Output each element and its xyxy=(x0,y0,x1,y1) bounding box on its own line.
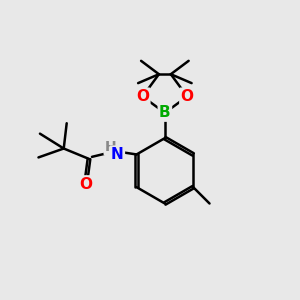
Text: O: O xyxy=(136,89,149,104)
Text: N: N xyxy=(111,147,124,162)
Text: H: H xyxy=(105,140,116,154)
Text: O: O xyxy=(181,89,194,104)
Text: B: B xyxy=(159,105,171,120)
Text: O: O xyxy=(80,177,92,192)
